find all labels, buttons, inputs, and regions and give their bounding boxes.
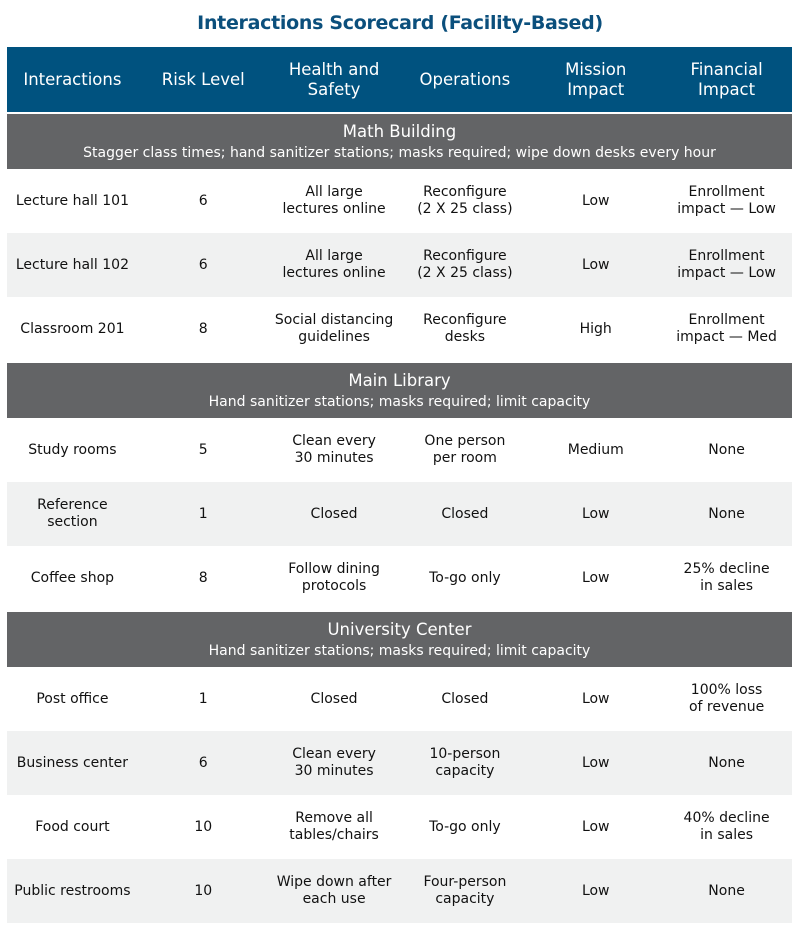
cell-mission-impact: Medium xyxy=(567,441,624,458)
section-description: Stagger class times; hand sanitizer stat… xyxy=(83,144,716,161)
cell-operations: Closed xyxy=(441,690,489,707)
table-row: Classroom 201 8 Social distancing guidelin… xyxy=(7,297,792,362)
cell-mission-impact: Low xyxy=(581,818,610,835)
section-header: Math Building Stagger class times; hand s… xyxy=(7,112,792,169)
column-header-interactions: Interactions xyxy=(7,47,138,113)
table-row: Business center 6 Clean every 30 minutes 10… xyxy=(7,731,792,795)
table-row: Coffee shop 8 Follow dining protocols To-go… xyxy=(7,546,792,611)
cell-risk-level: 8 xyxy=(198,320,208,337)
cell-mission-impact: Low xyxy=(581,569,610,586)
cell-risk-level: 6 xyxy=(137,731,269,795)
cell-risk-level: 5 xyxy=(198,441,208,458)
cell-interactions: Reference section xyxy=(7,482,138,546)
cell-health-and-safety: Social distancing guidelines xyxy=(274,312,394,345)
section-cell: Math Building Stagger class times; hand s… xyxy=(7,112,792,169)
cell-interactions: Business center xyxy=(7,731,138,795)
cell-financial-impact: 100% loss of revenue xyxy=(688,682,765,715)
cell-operations: Reconfigure desks xyxy=(423,312,507,345)
cell-health-and-safety: Clean every 30 minutes xyxy=(268,731,400,795)
section-cell: Main Library Hand sanitizer stations; mas… xyxy=(7,361,792,418)
cell-interactions: Classroom 201 xyxy=(20,320,125,337)
cell-operations: One person per room xyxy=(424,433,506,466)
cell-health-and-safety: Remove all tables/chairs xyxy=(289,810,379,843)
column-header-operations: Operations xyxy=(399,47,531,113)
cell-operations: Reconfigure (2 X 25 class) xyxy=(399,233,531,297)
table-row: Public restrooms 10 Wipe down after each u… xyxy=(7,859,792,923)
cell-interactions: Study rooms xyxy=(28,441,117,458)
cell-financial-impact: None xyxy=(661,731,792,795)
section-description: Hand sanitizer stations; masks required;… xyxy=(208,393,591,410)
cell-risk-level: 10 xyxy=(137,859,269,923)
cell-risk-level: 10 xyxy=(194,818,213,835)
cell-interactions: Coffee shop xyxy=(30,569,115,586)
cell-mission-impact: High xyxy=(579,320,612,337)
table-row: Post office 1 Closed Closed Low 100% loss of … xyxy=(7,667,792,731)
scorecard-table: Interactions Risk Level Health and Safety O… xyxy=(7,47,792,923)
cell-health-and-safety: Clean every 30 minutes xyxy=(292,433,376,466)
cell-financial-impact: 25% decline in sales xyxy=(683,561,770,594)
cell-mission-impact: Low xyxy=(530,482,662,546)
cell-health-and-safety: Wipe down after each use xyxy=(268,859,400,923)
cell-risk-level: 1 xyxy=(198,690,208,707)
section-description: Hand sanitizer stations; masks required;… xyxy=(208,642,591,659)
cell-operations: Four-person capacity xyxy=(399,859,531,923)
cell-health-and-safety: All large lectures online xyxy=(282,184,386,217)
cell-interactions: Public restrooms xyxy=(7,859,138,923)
cell-health-and-safety: Follow dining protocols xyxy=(288,561,380,594)
cell-financial-impact: None xyxy=(661,859,792,923)
cell-operations: To-go only xyxy=(429,818,501,835)
cell-operations: To-go only xyxy=(429,569,501,586)
section-name: University Center xyxy=(327,619,472,639)
section-name: Math Building xyxy=(342,121,457,141)
cell-financial-impact: Enrollment impact — Low xyxy=(661,233,792,297)
cell-interactions: Lecture hall 101 xyxy=(15,192,129,209)
cell-interactions: Post office xyxy=(36,690,109,707)
cell-risk-level: 6 xyxy=(137,233,269,297)
cell-health-and-safety: Closed xyxy=(310,690,358,707)
cell-financial-impact: Enrollment impact — Low xyxy=(677,184,776,217)
table-row: Study rooms 5 Clean every 30 minutes One pe… xyxy=(7,418,792,482)
section-header: Main Library Hand sanitizer stations; mas… xyxy=(7,361,792,418)
column-header-mission-impact: Mission Impact xyxy=(530,47,662,113)
section-cell: University Center Hand sanitizer stations… xyxy=(7,610,792,667)
cell-operations: 10-person capacity xyxy=(399,731,531,795)
cell-interactions: Food court xyxy=(35,818,110,835)
column-header-health-and-safety: Health and Safety xyxy=(268,47,400,113)
cell-financial-impact: Enrollment impact — Med xyxy=(676,312,777,345)
table-row: Food court 10 Remove all tables/chairs To-g… xyxy=(7,795,792,859)
cell-health-and-safety: All large lectures online xyxy=(268,233,400,297)
table-row: Lecture hall 102 6 All large lectures onli… xyxy=(7,233,792,297)
cell-mission-impact: Low xyxy=(530,731,662,795)
column-header-risk-level: Risk Level xyxy=(137,47,269,113)
table-row: Lecture hall 101 6 All large lectures onli… xyxy=(7,169,792,233)
section-name: Main Library xyxy=(348,370,451,390)
cell-mission-impact: Low xyxy=(581,192,610,209)
cell-financial-impact: None xyxy=(708,441,745,458)
section-header: University Center Hand sanitizer stations… xyxy=(7,610,792,667)
column-header-financial-impact: Financial Impact xyxy=(661,47,792,113)
cell-interactions: Lecture hall 102 xyxy=(7,233,138,297)
cell-operations: Closed xyxy=(399,482,531,546)
cell-financial-impact: None xyxy=(661,482,792,546)
header-row: Interactions Risk Level Health and Safety O… xyxy=(7,47,792,113)
cell-risk-level: 8 xyxy=(198,569,208,586)
cell-risk-level: 6 xyxy=(198,192,208,209)
cell-risk-level: 1 xyxy=(137,482,269,546)
cell-health-and-safety: Closed xyxy=(268,482,400,546)
page-title: Interactions Scorecard (Facility-Based) xyxy=(197,12,603,34)
cell-mission-impact: Low xyxy=(581,690,610,707)
cell-mission-impact: Low xyxy=(530,233,662,297)
table-row: Reference section 1 Closed Closed Low None xyxy=(7,482,792,546)
cell-operations: Reconfigure (2 X 25 class) xyxy=(417,184,513,217)
cell-mission-impact: Low xyxy=(530,859,662,923)
cell-financial-impact: 40% decline in sales xyxy=(683,810,770,843)
